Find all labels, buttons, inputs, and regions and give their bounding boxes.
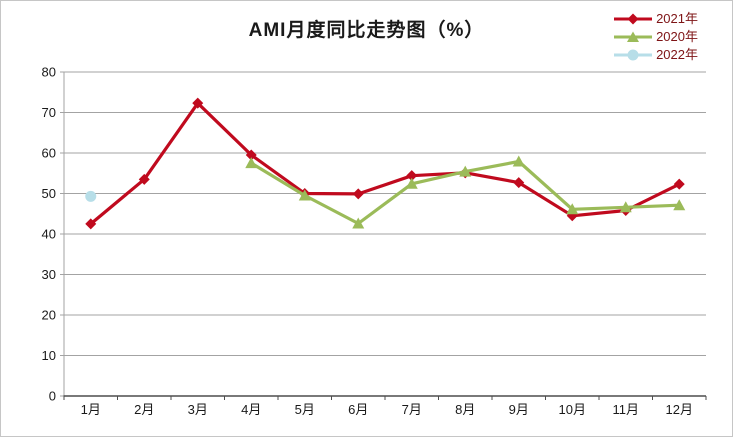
data-point-diamond (352, 188, 364, 200)
data-point-triangle (673, 199, 686, 211)
legend-item-2020: 2020年 (613, 29, 698, 45)
chart-title: AMI月度同比走势图（%） (248, 20, 485, 41)
data-point-circle (85, 190, 97, 202)
y-tick-label: 0 (49, 389, 56, 404)
y-tick-label: 10 (42, 348, 56, 363)
x-tick-label: 6月 (348, 402, 368, 417)
data-point-triangle (512, 155, 525, 167)
y-tick-label: 40 (42, 227, 56, 242)
x-tick-label: 8月 (455, 402, 475, 417)
data-point-triangle (566, 203, 579, 215)
x-tick-label: 5月 (295, 402, 315, 417)
y-tick-label: 20 (42, 308, 56, 323)
x-tick-label: 9月 (509, 402, 529, 417)
data-point-diamond (513, 177, 525, 189)
y-tick-label: 50 (42, 186, 56, 201)
legend-item-2021: 2021年 (613, 11, 698, 27)
data-point-triangle (245, 157, 258, 169)
data-point-diamond (245, 149, 257, 161)
data-point-triangle (352, 217, 365, 229)
legend-swatch-2022-icon (614, 49, 653, 61)
data-point-diamond (406, 170, 418, 182)
x-tick-label: 7月 (402, 402, 422, 417)
legend-swatch-2021-icon (614, 13, 653, 25)
data-point-diamond (192, 97, 204, 109)
y-tick-label: 60 (42, 146, 56, 161)
data-point-triangle (619, 201, 632, 213)
legend-label-2022: 2022年 (656, 47, 698, 62)
x-tick-label: 3月 (188, 402, 208, 417)
data-point-diamond (673, 178, 685, 190)
x-tick-label: 10月 (559, 402, 586, 417)
series-2020年 (245, 155, 686, 229)
data-point-diamond (85, 218, 97, 230)
legend: 2021年 2020年 2022年 (613, 11, 698, 63)
legend-label-2021: 2021年 (656, 11, 698, 26)
legend-label-2020: 2020年 (656, 29, 698, 44)
data-point-triangle (405, 177, 418, 189)
legend-swatch-2020-icon (614, 31, 653, 42)
data-point-triangle (298, 189, 311, 201)
y-tick-label: 80 (42, 65, 56, 80)
x-tick-label: 4月 (241, 402, 261, 417)
legend-item-2022: 2022年 (613, 47, 698, 63)
x-tick-label: 1月 (81, 402, 101, 417)
series-line (89, 101, 681, 226)
x-tick-label: 2月 (134, 402, 154, 417)
x-tick-label: 12月 (666, 402, 693, 417)
series-2022年 (85, 190, 97, 202)
data-point-triangle (459, 165, 472, 177)
y-tick-label: 30 (42, 267, 56, 282)
data-point-diamond (138, 173, 150, 185)
y-tick-label: 70 (42, 105, 56, 120)
x-tick-label: 11月 (613, 402, 640, 417)
